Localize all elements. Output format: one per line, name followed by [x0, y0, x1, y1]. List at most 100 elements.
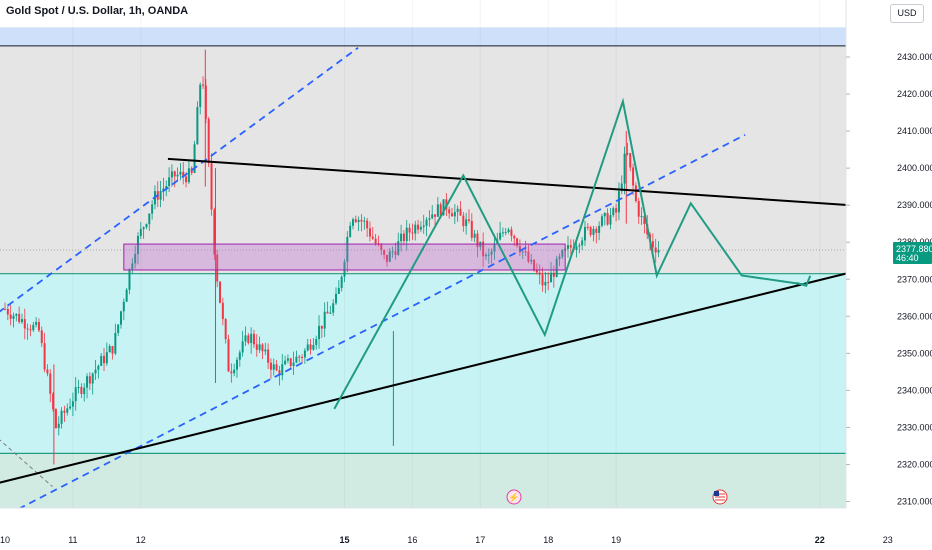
candle-body — [530, 259, 533, 262]
candle-body — [298, 356, 301, 358]
candle-body — [583, 227, 586, 241]
candle-body — [567, 245, 570, 249]
candle-body — [397, 241, 400, 255]
candle-body — [100, 355, 103, 366]
candle-body — [462, 215, 465, 227]
candle-body — [442, 199, 445, 216]
candle-body — [66, 408, 69, 413]
candle-body — [470, 220, 473, 238]
candle-body — [535, 270, 538, 273]
candle-body — [261, 344, 264, 352]
candle-body — [612, 208, 615, 216]
candle-body — [60, 410, 63, 424]
channel-upper-line[interactable] — [0, 47, 359, 313]
candle-body — [91, 373, 94, 384]
candle-body — [326, 311, 329, 314]
candle-body — [131, 263, 134, 270]
candle-body — [117, 324, 120, 333]
candle-body — [351, 219, 354, 226]
currency-selector[interactable]: USD — [890, 4, 924, 23]
candle-body — [422, 225, 425, 227]
candle-body — [374, 238, 377, 244]
candle-body — [77, 386, 80, 388]
candle-body — [182, 171, 185, 177]
time-axis[interactable] — [0, 508, 932, 550]
current-price-badge[interactable] — [893, 242, 932, 265]
candle-body — [606, 212, 609, 225]
candle-body — [272, 364, 275, 370]
candle-body — [414, 224, 417, 234]
x-tick-label: 11 — [68, 535, 77, 545]
candle-body — [309, 344, 312, 350]
candle-body — [354, 219, 357, 223]
candle-body — [552, 272, 555, 277]
y-tick-label: 2340.000 — [897, 385, 932, 395]
candle-body — [105, 352, 108, 364]
candle-body — [459, 208, 462, 216]
y-tick-label: 2410.000 — [897, 126, 932, 136]
candle-body — [241, 341, 244, 353]
x-tick-label: 18 — [543, 535, 553, 545]
candle-body — [57, 423, 60, 429]
candle-body — [148, 213, 151, 225]
candle-body — [108, 346, 111, 353]
candle-body — [213, 209, 216, 255]
candle-body — [343, 261, 346, 277]
candle-body — [193, 144, 196, 173]
candle-body — [88, 376, 91, 384]
candle-body — [400, 233, 403, 242]
candle-body — [453, 211, 456, 217]
candle-body — [179, 171, 182, 175]
candle-body — [176, 174, 179, 177]
candle-body — [575, 246, 578, 251]
candle-body — [615, 208, 618, 213]
x-tick-label: 16 — [407, 535, 417, 545]
supply-rectangle[interactable] — [123, 243, 566, 271]
candle-body — [329, 312, 332, 314]
candle-body — [425, 219, 428, 226]
y-tick-label: 2420.000 — [897, 89, 932, 99]
candle-body — [9, 314, 12, 319]
candle-body — [493, 243, 496, 252]
candle-body — [210, 163, 213, 210]
projection-path[interactable] — [333, 97, 807, 410]
candle-body — [581, 240, 584, 246]
candle-body — [235, 359, 238, 370]
candle-body — [267, 349, 270, 363]
candle-body — [524, 251, 527, 253]
candle-body — [521, 251, 524, 253]
candle-body — [603, 212, 606, 217]
candle-body — [391, 251, 394, 253]
candle-body — [111, 346, 114, 354]
candle-body — [332, 303, 335, 313]
candle-body — [516, 238, 519, 246]
candle-body — [114, 332, 117, 354]
y-tick-label: 2430.000 — [897, 52, 932, 62]
candle-body — [247, 335, 250, 344]
candle-body — [301, 356, 304, 358]
candle-body — [275, 364, 278, 371]
projection-arrowhead — [795, 275, 812, 288]
candle-body — [86, 376, 89, 388]
candle-body — [145, 224, 148, 228]
candle-body — [405, 227, 408, 241]
candle-body — [448, 209, 451, 214]
price-axis[interactable] — [846, 0, 932, 550]
candle-body — [83, 387, 86, 395]
candle-body — [122, 301, 125, 312]
economic-event-icon[interactable] — [506, 489, 522, 505]
candle-body — [366, 220, 369, 229]
candle-body — [295, 356, 298, 363]
candle-body — [219, 281, 222, 303]
candle-body — [340, 276, 343, 288]
candle-body — [286, 358, 289, 361]
candle-body — [159, 190, 162, 200]
candle-body — [513, 235, 516, 239]
candle-body — [139, 229, 142, 236]
candle-body — [320, 325, 323, 329]
candle-body — [289, 358, 292, 367]
y-tick-label: 2390.000 — [897, 200, 932, 210]
candle-body — [465, 219, 468, 227]
candle-body — [337, 287, 340, 294]
